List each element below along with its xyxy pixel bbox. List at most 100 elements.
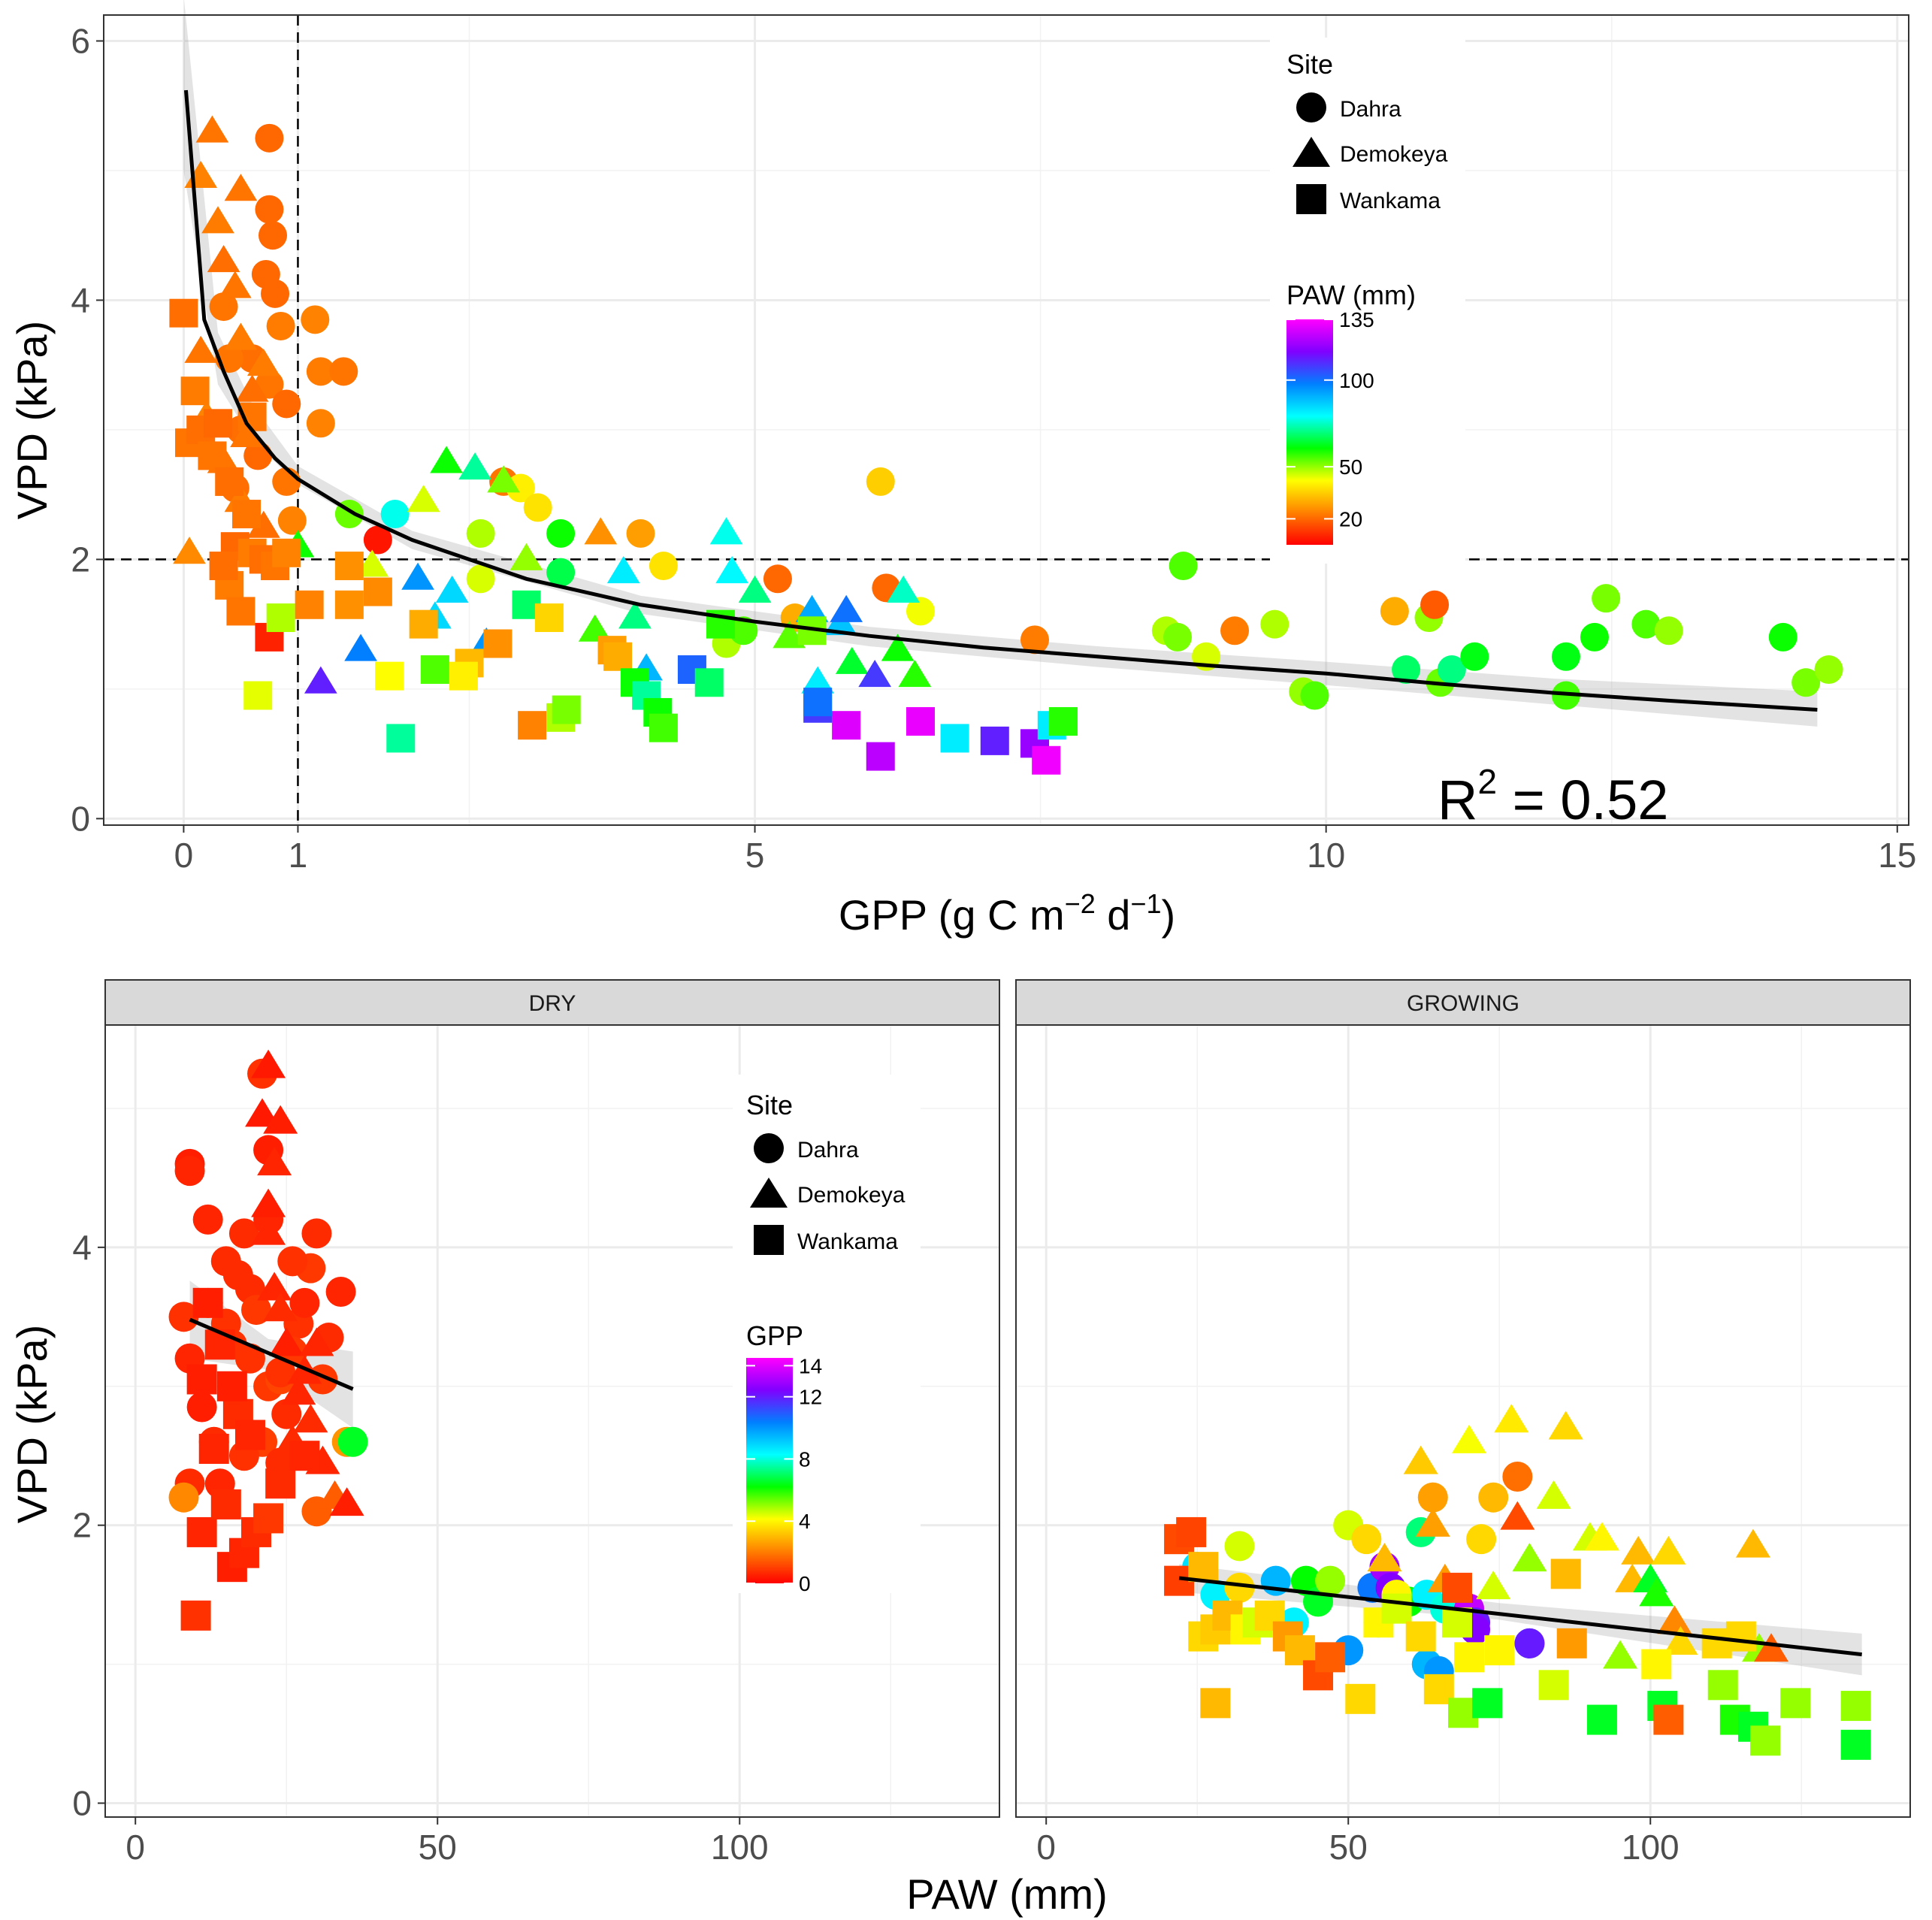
- dahra-point: [1169, 552, 1198, 581]
- demokeya-point: [251, 1049, 286, 1078]
- demokeya-point: [173, 537, 206, 564]
- top-x-axis-title: GPP (g C m−2 d−1): [839, 888, 1175, 939]
- wankama-point: [534, 603, 564, 633]
- wankama-point: [243, 681, 273, 710]
- dahra-point: [906, 597, 935, 626]
- dahra-point: [1300, 681, 1329, 710]
- dahra-point: [174, 1156, 205, 1187]
- demokeya-point: [709, 517, 743, 545]
- demokeya-point: [801, 666, 835, 694]
- demokeya-point: [509, 543, 543, 570]
- demokeya-point: [1367, 1543, 1402, 1572]
- demokeya-point: [401, 562, 434, 590]
- wankama-point: [1780, 1688, 1811, 1719]
- y-tick-label: 0: [72, 1784, 92, 1823]
- dahra-point: [1163, 622, 1193, 652]
- dry-y-ticks: 0 2 4: [72, 1228, 105, 1823]
- dahra-point: [1580, 622, 1609, 652]
- dahra-point: [1502, 1461, 1533, 1492]
- legend-square-icon: [1296, 184, 1326, 214]
- demokeya-point: [618, 601, 652, 629]
- demokeya-point: [257, 1271, 292, 1301]
- dry-strip: [104, 979, 1000, 1026]
- fit-line: [183, 89, 1818, 712]
- colorbar-tick-label: 100: [1339, 369, 1374, 392]
- dahra-point: [192, 1204, 223, 1235]
- dahra-point: [325, 1277, 356, 1308]
- dahra-point: [255, 195, 284, 224]
- dahra-point: [258, 221, 287, 250]
- x-tick-label: 50: [1329, 1828, 1368, 1867]
- dahra-point: [1654, 616, 1683, 646]
- wankama-point: [1188, 1552, 1219, 1583]
- colorbar-tick-label: 0: [799, 1572, 811, 1595]
- top-panel-border: [103, 14, 1909, 826]
- dahra-point: [265, 1357, 296, 1388]
- dahra-point: [301, 305, 330, 334]
- demokeya-point: [887, 575, 921, 603]
- dahra-point: [1380, 597, 1409, 626]
- wankama-point: [198, 1433, 229, 1464]
- wankama-point: [1538, 1670, 1569, 1701]
- dahra-point: [729, 616, 758, 646]
- top-legend-site-wankama: Wankama: [1340, 189, 1441, 213]
- demokeya-point: [246, 510, 280, 538]
- top-legend-color-title: PAW (mm): [1286, 280, 1416, 310]
- wankama-point: [1840, 1729, 1871, 1760]
- demokeya-point: [458, 452, 491, 480]
- wankama-point: [272, 538, 301, 567]
- wankama-point: [334, 590, 364, 619]
- wankama-point: [866, 742, 895, 771]
- wankama-point: [253, 1503, 284, 1534]
- wankama-point: [1653, 1704, 1684, 1735]
- dahra-point: [649, 552, 678, 581]
- demokeya-point: [606, 556, 640, 584]
- x-tick-label: 0: [1036, 1828, 1056, 1867]
- dahra-point: [261, 279, 290, 308]
- wankama-point: [198, 441, 227, 470]
- top-legend-site-demokeya: Demokeya: [1340, 142, 1448, 167]
- demokeya-point: [1415, 1507, 1450, 1537]
- demokeya-point: [1500, 1501, 1535, 1530]
- demokeya-point: [1584, 1522, 1619, 1551]
- wankama-point: [226, 597, 255, 626]
- demokeya-point: [195, 115, 229, 143]
- demokeya-point: [1657, 1605, 1692, 1634]
- demokeya-point: [835, 646, 869, 674]
- wankama-point: [1472, 1688, 1503, 1719]
- top-legend-site-dahra: Dahra: [1340, 97, 1401, 122]
- dahra-point: [1417, 1482, 1448, 1513]
- wankama-point: [375, 661, 404, 691]
- y-tick-label: 2: [72, 1506, 92, 1545]
- wankama-point: [215, 467, 244, 496]
- y-tick-label: 2: [71, 540, 90, 579]
- wankama-point: [180, 376, 210, 406]
- wankama-point: [980, 726, 1009, 755]
- colorbar-tick-label: 8: [799, 1447, 811, 1471]
- dahra-point: [363, 525, 392, 555]
- dahra-point: [306, 357, 335, 386]
- dahra-point: [1551, 642, 1580, 671]
- wankama-point: [204, 1329, 235, 1360]
- demokeya-point: [293, 1404, 328, 1433]
- dry-legend-site-demokeya: Demokeya: [797, 1183, 906, 1208]
- wankama-point: [1315, 1642, 1346, 1673]
- dahra-point: [1437, 655, 1466, 685]
- dahra-point: [168, 1482, 199, 1513]
- wankama-point: [1049, 707, 1078, 736]
- demokeya-point: [1639, 1577, 1674, 1607]
- demokeya-point: [263, 1293, 298, 1322]
- demokeya-point: [344, 633, 377, 661]
- demokeya-point: [858, 659, 892, 688]
- wankama-point: [216, 1371, 247, 1401]
- dahra-point: [1351, 1524, 1382, 1555]
- top-legend: Site Dahra Demokeya Wankama PAW (mm) 20 5…: [1270, 38, 1465, 564]
- growing-panel-border: [1015, 1024, 1911, 1818]
- demokeya-point: [1663, 1626, 1698, 1655]
- wankama-point: [169, 298, 198, 328]
- wankama-point: [295, 590, 324, 619]
- dahra-point: [1220, 616, 1250, 646]
- dry-legend-site-title: Site: [746, 1090, 793, 1120]
- dahra-point: [1466, 1524, 1497, 1555]
